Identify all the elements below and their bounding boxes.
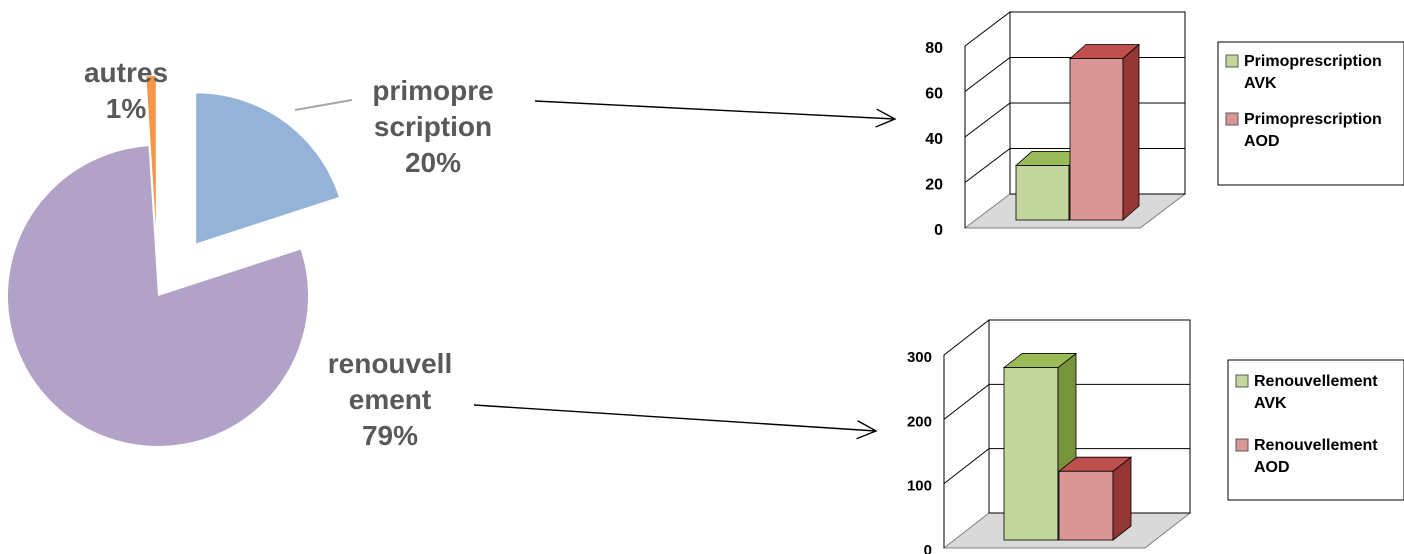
pie-label-line: renouvell: [328, 348, 452, 379]
pie-slice-renouvellement: [8, 146, 309, 446]
legend-entry: Primoprescription AVK: [1244, 53, 1382, 92]
bar-top-renouvellement-aod: [1057, 456, 1133, 472]
pie-label-primoprescription: primopre scription 20%: [372, 75, 493, 178]
bar-primoprescription-aod: [1069, 58, 1124, 221]
pie-leader-line: [294, 99, 353, 111]
pie-slice-autres: [146, 76, 156, 227]
legend-swatch: [1225, 112, 1239, 126]
pie-label-line: scription: [374, 111, 492, 142]
pie-chart: primopre scription 20% renouvell ement 79% aut…: [8, 57, 494, 451]
y-tick-label: 40: [925, 131, 943, 148]
legend-box: [1217, 41, 1404, 186]
legend-swatch: [1235, 438, 1249, 452]
arrow-primoprescription: [534, 100, 895, 119]
gridline: [943, 448, 1190, 485]
bar-top-renouvellement-avk: [1002, 353, 1078, 368]
legend-entry-line: Renouvellement: [1254, 373, 1378, 390]
legend-entry-line: AVK: [1254, 395, 1287, 412]
bar-renouvellement-avk: [1003, 367, 1059, 541]
bar-primoprescription-avk: [1015, 164, 1070, 221]
legend-entry-line: AVK: [1244, 75, 1277, 92]
pie-slice-primoprescription: [196, 93, 339, 244]
legend-entry-line: AOD: [1254, 459, 1290, 476]
pie-label-line: autres: [84, 57, 168, 88]
pie-label-line: ement: [349, 384, 431, 415]
legend-entry-line: Renouvellement: [1254, 437, 1378, 454]
y-tick-label: 200: [907, 413, 932, 430]
pie-label-percent: 1%: [106, 93, 147, 124]
y-tick-label: 80: [925, 40, 943, 57]
legend-box: [1227, 359, 1404, 501]
legend-entry: Renouvellement AOD: [1254, 437, 1378, 476]
pie-label-renouvellement: renouvell ement 79%: [328, 348, 452, 451]
bar-side-renouvellement-aod: [1112, 456, 1132, 541]
y-tick-label: 20: [925, 177, 943, 194]
legend-entry: Renouvellement AVK: [1254, 373, 1378, 412]
pie-label-autres: autres 1%: [84, 57, 168, 124]
legend-swatch: [1225, 54, 1239, 68]
y-tick-label: 300: [907, 349, 932, 366]
bar-renouvellement-aod: [1058, 470, 1114, 541]
legend-swatch: [1235, 374, 1249, 388]
gridline: [943, 383, 1190, 420]
legend-entry-line: Primoprescription: [1244, 53, 1382, 70]
bar-top-primoprescription-aod: [1068, 44, 1141, 59]
y-tick-label: 60: [925, 86, 943, 103]
y-tick-label: 0: [924, 542, 932, 554]
y-tick-label: 100: [907, 478, 932, 495]
pie-label-percent: 20%: [405, 147, 461, 178]
y-tick-label: 0: [934, 222, 943, 239]
bar-side-primoprescription-aod: [1122, 43, 1140, 221]
chart-side-wall: [943, 318, 990, 548]
legend-entry-line: Primoprescription: [1244, 111, 1382, 128]
pie-label-percent: 79%: [362, 420, 418, 451]
pie-label-line: primopre: [372, 75, 493, 106]
connector-arrows: [473, 100, 895, 431]
arrow-renouvellement: [473, 404, 876, 431]
legend-entry-line: AOD: [1244, 133, 1280, 150]
legend-entry: Primoprescription AOD: [1244, 111, 1382, 150]
